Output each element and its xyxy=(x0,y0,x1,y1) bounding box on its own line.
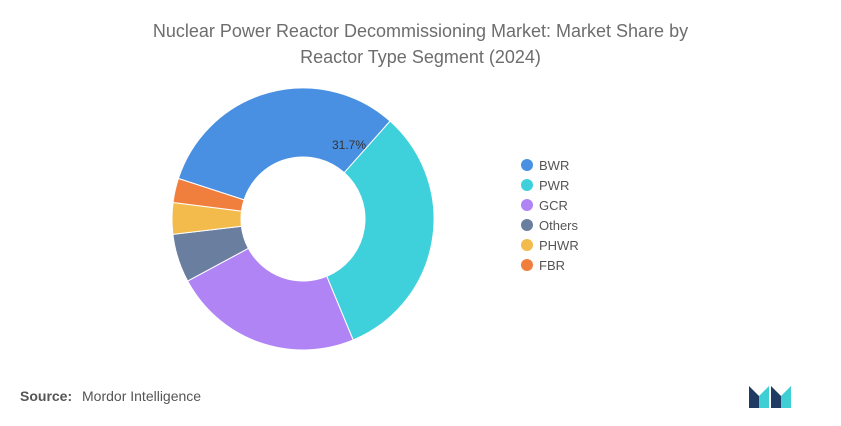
legend-label: GCR xyxy=(539,197,568,213)
chart-title-line-1: Nuclear Power Reactor Decommissioning Ma… xyxy=(152,21,689,41)
legend-swatch xyxy=(521,219,533,231)
slice-pwr xyxy=(326,120,435,341)
slice-gcr xyxy=(186,247,354,351)
legend-item-phwr: PHWR xyxy=(521,235,579,255)
source-label: Source: xyxy=(20,388,73,404)
source-text: Mordor Intelligence xyxy=(82,388,202,404)
chart-title-line-2: Reactor Type Segment (2024) xyxy=(300,47,541,67)
legend-label: BWR xyxy=(539,157,570,173)
legend-label: PHWR xyxy=(539,237,579,253)
legend-label: Others xyxy=(539,217,579,233)
legend-label: PWR xyxy=(539,177,570,193)
legend-swatch xyxy=(521,259,533,271)
slice-bwr xyxy=(177,87,391,201)
legend-swatch xyxy=(521,199,533,211)
source-note: Source: Mordor Intelligence xyxy=(20,388,201,404)
legend-item-others: Others xyxy=(521,215,579,235)
legend-item-pwr: PWR xyxy=(521,175,579,195)
legend-item-bwr: BWR xyxy=(521,155,579,175)
legend-item-gcr: GCR xyxy=(521,195,579,215)
mordor-intelligence-logo-icon xyxy=(749,386,791,408)
legend-swatch xyxy=(521,159,533,171)
legend-swatch xyxy=(521,179,533,191)
legend-item-fbr: FBR xyxy=(521,255,579,275)
chart-title: Nuclear Power Reactor Decommissioning Ma… xyxy=(0,18,841,70)
slice-fbr xyxy=(172,177,245,212)
chart-legend: BWR PWR GCR Others PHWR FBR xyxy=(521,155,579,275)
legend-swatch xyxy=(521,239,533,251)
data-label-bwr: 31.7% xyxy=(332,138,366,152)
legend-label: FBR xyxy=(539,257,565,273)
